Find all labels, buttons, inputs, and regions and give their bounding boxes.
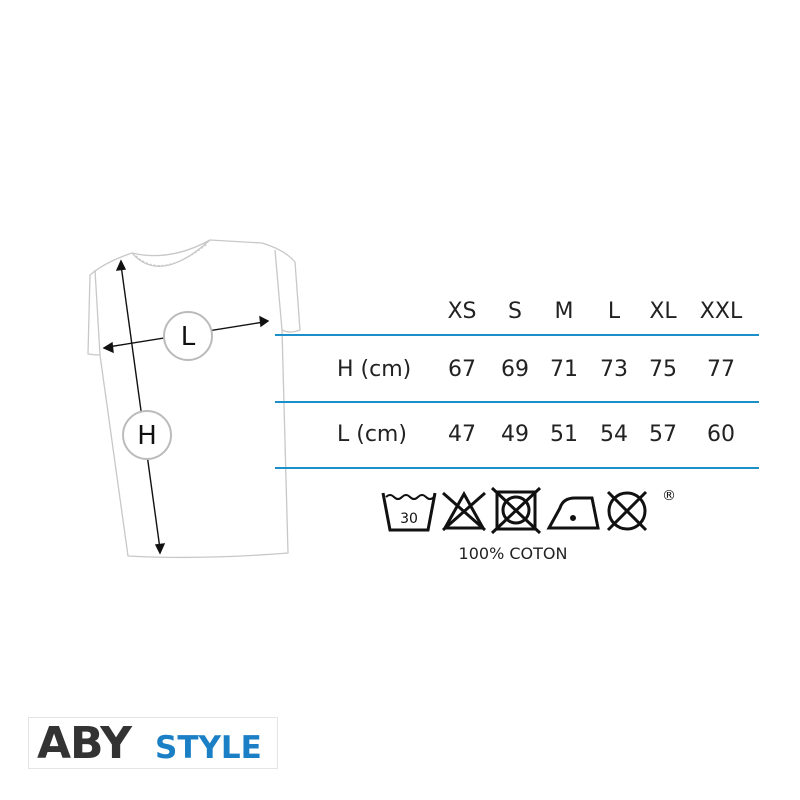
cell: 60 xyxy=(707,422,735,447)
no-bleach-icon xyxy=(442,490,486,532)
logo-part-style: STYLE xyxy=(155,730,262,766)
no-dry-clean-icon xyxy=(606,490,648,532)
tshirt-outline xyxy=(87,239,301,559)
cell: 47 xyxy=(448,422,476,447)
dimension-arrows xyxy=(102,259,270,555)
cell: 57 xyxy=(649,422,677,447)
width-marker-label: L xyxy=(181,322,196,352)
row-divider xyxy=(275,467,759,469)
cell: 49 xyxy=(501,422,529,447)
svg-text:30: 30 xyxy=(400,511,418,527)
cell: 73 xyxy=(600,357,628,382)
size-s: S xyxy=(508,299,522,324)
size-xxl: XXL xyxy=(699,299,743,324)
height-marker-label: H xyxy=(137,421,157,451)
care-icons: 30 xyxy=(381,486,648,535)
registered-mark: ® xyxy=(662,488,676,504)
row-divider xyxy=(275,334,759,336)
cell: 54 xyxy=(600,422,628,447)
cell: 67 xyxy=(448,357,476,382)
size-xs: XS xyxy=(447,299,477,324)
logo-part-aby: ABY xyxy=(37,718,132,769)
size-xl: XL xyxy=(649,299,677,324)
cell: 71 xyxy=(550,357,578,382)
cell: 77 xyxy=(707,357,735,382)
cell: 75 xyxy=(649,357,677,382)
wash-30-icon: 30 xyxy=(381,492,437,532)
cell: 69 xyxy=(501,357,529,382)
row-label: H (cm) xyxy=(337,357,412,382)
height-marker-circle xyxy=(122,410,172,460)
iron-low-icon xyxy=(546,496,600,530)
width-marker-circle xyxy=(163,311,213,361)
row-divider xyxy=(275,401,759,403)
row-label: L (cm) xyxy=(337,422,407,447)
cell: 51 xyxy=(550,422,578,447)
size-m: M xyxy=(554,299,574,324)
abystyle-logo: ABY STYLE xyxy=(28,717,278,769)
size-l: L xyxy=(607,299,621,324)
no-tumble-dry-icon xyxy=(490,486,542,535)
material-label: 100% COTON xyxy=(458,544,568,563)
